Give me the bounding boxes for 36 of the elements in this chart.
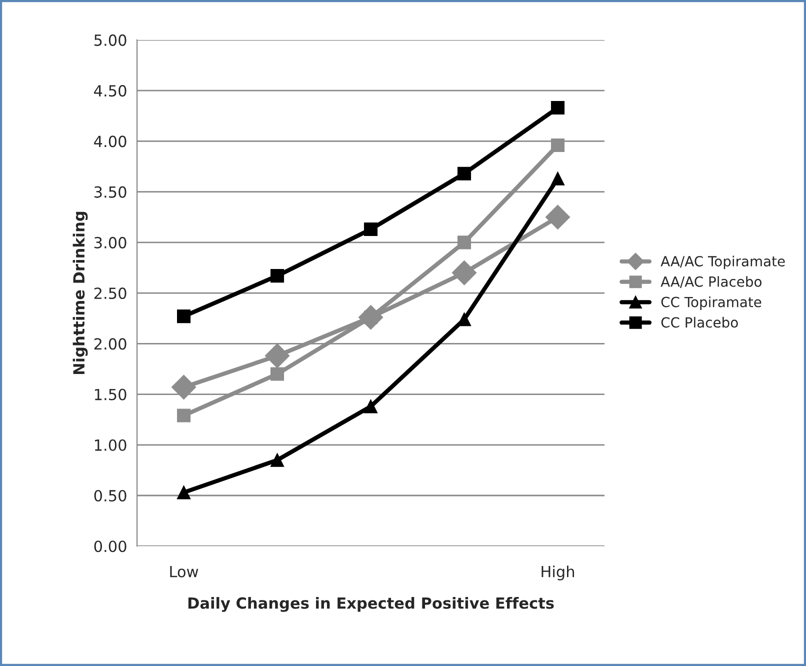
y-tick-label: 2.00 [94,338,126,350]
y-axis-title: Nighttime Drinking [72,212,88,374]
point [364,222,378,236]
point [264,344,290,368]
point [270,453,284,467]
point [177,310,191,324]
point [550,172,565,186]
point [171,374,196,400]
point [457,236,472,250]
x-axis-title: Daily Changes in Expected Positive Effects [188,597,554,612]
point [545,204,570,230]
y-tick-label: 4.00 [94,136,126,148]
point [550,138,565,152]
legend-label: AA/AC Topiramate [660,256,785,270]
legend-label: AA/AC Placebo [660,276,762,288]
x-tick-label: Low [170,566,198,578]
point [270,269,284,283]
x-tick-label: High [542,566,574,580]
point [364,400,378,414]
point [177,408,191,422]
point [457,166,472,180]
y-tick-label: 3.00 [94,236,126,248]
y-tick-label: 4.50 [94,85,126,97]
point [550,101,565,115]
point [452,260,477,286]
y-tick-label: 3.50 [94,186,126,198]
legend-label: CC Topiramate [661,296,762,310]
y-tick-label: 0.50 [94,490,126,502]
y-tick-label: 5.00 [94,34,126,46]
y-tick-label: 0.00 [94,540,126,552]
y-tick-label: 1.50 [94,388,126,400]
y-tick-label: 2.50 [94,288,126,300]
legend-label: CC Placebo [661,316,738,328]
point [177,486,191,500]
point [270,367,284,381]
y-tick-label: 1.00 [94,439,126,451]
